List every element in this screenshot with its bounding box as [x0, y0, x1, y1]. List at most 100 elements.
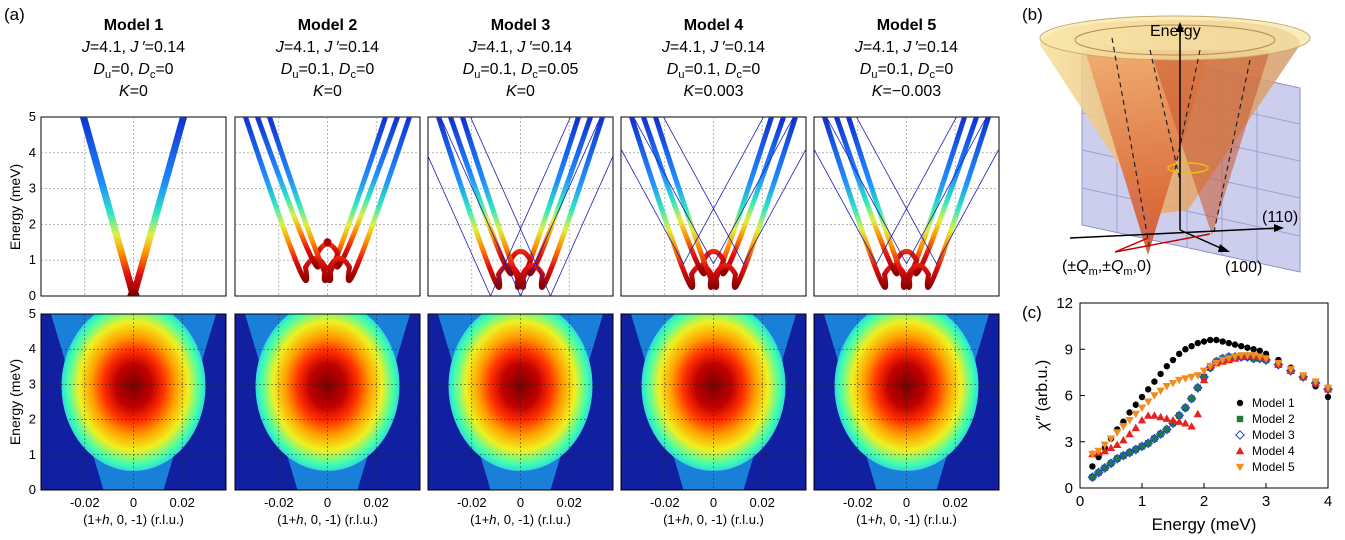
intensity-grid: [814, 314, 999, 490]
data-point: [1212, 359, 1221, 368]
data-point: [1163, 426, 1170, 433]
model-dm-params: Du=0.1, Dc=0: [860, 61, 954, 81]
y-tick-label: 12: [1056, 295, 1073, 312]
weak-band: [440, 117, 601, 296]
data-point: [1249, 352, 1258, 360]
data-point: [1163, 363, 1171, 370]
data-point: [1087, 472, 1098, 483]
data-point: [1089, 474, 1096, 481]
model-dm-params: Du=0, Dc=0: [93, 61, 173, 81]
data-point: [1261, 355, 1271, 365]
dashed-dispersion: [1111, 37, 1251, 251]
data-point: [1151, 378, 1158, 385]
intensity-grid: [235, 314, 420, 490]
data-point: [1149, 433, 1160, 444]
ylabel-top: Energy (meV): [7, 164, 23, 250]
data-point: [1162, 414, 1171, 422]
data-point: [1225, 339, 1233, 347]
magnon-band: [80, 117, 187, 296]
panel-label-a: (a): [4, 5, 25, 24]
legend-marker: [1236, 399, 1244, 407]
legend-marker: [1235, 463, 1245, 472]
data-point: [1107, 460, 1115, 467]
x-tick-label: 1: [1138, 493, 1146, 510]
data-point: [1094, 447, 1103, 456]
cone-top-rim: [1039, 15, 1311, 61]
model-anisotropy-param: K=0: [119, 83, 148, 100]
data-point: [1093, 467, 1104, 478]
intensity-core: [448, 314, 593, 471]
data-point: [1156, 387, 1165, 396]
data-point: [1112, 453, 1123, 464]
data-point: [1137, 415, 1147, 424]
data-point: [1205, 362, 1216, 373]
magnon-band: [436, 117, 581, 290]
weak-band: [428, 117, 571, 296]
chart-c-legend: Model 1 Model 2 Model 3 Model 4 Model 5: [1235, 396, 1295, 474]
intensity-core: [641, 314, 786, 471]
data-point: [1131, 423, 1140, 432]
data-point: [1186, 393, 1197, 404]
model-exchange-params: J=4.1, J ′=0.14: [81, 39, 185, 56]
magnon-band: [641, 117, 786, 277]
band-minimum: [127, 290, 140, 296]
energy-arrowhead: [1176, 22, 1184, 32]
data-point: [1182, 404, 1189, 412]
series-3: [1087, 352, 1333, 483]
panel-label-c: (c): [1022, 303, 1042, 322]
y-tick-label: 6: [1065, 388, 1073, 405]
data-point: [1199, 367, 1209, 376]
y-tick-label-top: 5: [29, 109, 36, 124]
data-point: [1119, 436, 1128, 444]
chart-c-points: [1087, 336, 1333, 483]
legend-label: Model 1: [1252, 396, 1295, 410]
x-tick-label: 0: [903, 495, 910, 510]
data-point: [1261, 355, 1271, 363]
intensity-grid: [621, 314, 806, 490]
data-point: [1106, 435, 1116, 443]
weak-band: [633, 117, 794, 265]
data-point: [1255, 353, 1264, 362]
data-point: [1137, 441, 1147, 452]
data-point: [1145, 386, 1152, 393]
data-point: [1231, 341, 1239, 348]
data-point: [1311, 378, 1320, 386]
label-100: (100): [1225, 259, 1262, 276]
chart-c-ylabel: χ″ (arb.u.): [1034, 360, 1051, 432]
x-tick-label: -0.02: [457, 495, 487, 510]
intensity-core: [255, 314, 400, 471]
x-tick-label: 0: [517, 495, 524, 510]
intensity-map: [40, 313, 227, 491]
x-tick-label: 3: [1262, 493, 1270, 510]
x-tick-label: 2: [1200, 493, 1208, 510]
axis-100: [1179, 229, 1226, 251]
data-point: [1088, 450, 1097, 459]
data-point: [1324, 393, 1332, 401]
data-point: [1106, 458, 1116, 469]
data-point: [1206, 363, 1215, 371]
legend-marker: [1235, 446, 1245, 455]
data-point: [1144, 411, 1153, 419]
model-exchange-params: J=4.1, J ′=0.14: [661, 39, 765, 56]
x-tick-label: 0.02: [750, 495, 775, 510]
data-point: [1194, 339, 1202, 347]
series-1: [1089, 336, 1332, 470]
data-point: [1101, 464, 1108, 472]
x-axis-label: (1+h, 0, -1) (r.l.u.): [663, 512, 764, 527]
weak-band: [470, 117, 613, 296]
intensity-grid: [428, 314, 613, 490]
data-point: [1169, 356, 1177, 364]
data-point: [1323, 384, 1333, 395]
y-tick-label-top: 0: [29, 288, 36, 303]
intensity-map: [427, 313, 614, 491]
dispersion-bands: [80, 117, 187, 296]
y-tick-label: 0: [1065, 480, 1073, 497]
y-tick-label-bottom: 5: [29, 306, 36, 321]
data-point: [1250, 346, 1257, 353]
data-point: [1213, 336, 1220, 344]
data-point: [1176, 350, 1183, 358]
x-axis-label: (1+h, 0, -1) (r.l.u.): [470, 512, 571, 527]
